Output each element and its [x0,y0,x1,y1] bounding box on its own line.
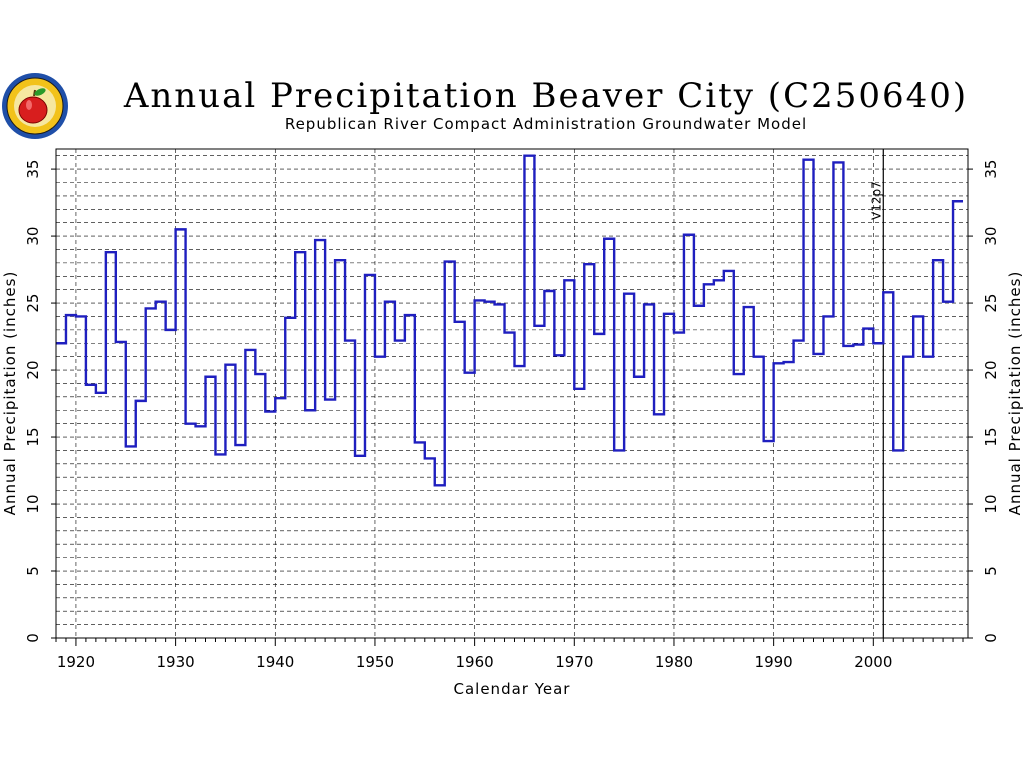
y-axis-left-ticks: 0 5 10 15 20 25 30 35 [24,160,56,643]
chart-title: Annual Precipitation Beaver City (C25064… [123,76,968,116]
x-axis-label: Calendar Year [454,680,571,698]
x-tick-label: 1930 [157,653,195,671]
x-tick-label: 1950 [356,653,394,671]
y-tick-label: 0 [24,633,42,643]
x-tick-label: 1990 [755,653,793,671]
plot-frame [55,148,969,639]
x-tick-label: 1960 [456,653,494,671]
y-tick-label: 10 [24,494,42,513]
series-line [56,154,964,487]
rrca-logo [2,73,68,139]
grid-lines [56,149,968,638]
data-series [56,154,964,487]
y-tick-label: 20 [24,361,42,380]
y-axis-label-left: Annual Precipitation (inches) [1,271,19,516]
y-tick-label-right: 20 [982,361,1000,380]
y-tick-label-right: 10 [982,494,1000,513]
y-tick-label: 30 [24,227,42,246]
x-tick-label: 1980 [655,653,693,671]
y-tick-label: 15 [24,427,42,446]
x-axis-ticks: 1920 1930 1940 1950 1960 1970 1980 1990 2000 [55,638,964,671]
x-tick-label: 2000 [854,653,892,671]
x-tick-label: 1940 [256,653,294,671]
y-tick-label-right: 5 [982,566,1000,576]
y-axis-right-ticks: 0 5 10 15 20 25 30 35 [968,160,1000,643]
y-tick-label-right: 35 [982,160,1000,179]
y-tick-label-right: 15 [982,427,1000,446]
marker-label: V12p7 [869,181,883,220]
x-tick-label: 1920 [57,653,95,671]
y-tick-label-right: 30 [982,227,1000,246]
x-tick-label: 1970 [555,653,593,671]
y-tick-label-right: 25 [982,294,1000,313]
y-axis-label-right: Annual Precipitation (inches) [1006,271,1024,516]
chart-subtitle: Republican River Compact Administration … [285,115,807,133]
y-tick-label: 25 [24,294,42,313]
y-tick-label: 5 [24,566,42,576]
y-tick-label-right: 0 [982,633,1000,643]
vertical-marker: V12p7 [869,149,884,638]
y-tick-label: 35 [24,160,42,179]
